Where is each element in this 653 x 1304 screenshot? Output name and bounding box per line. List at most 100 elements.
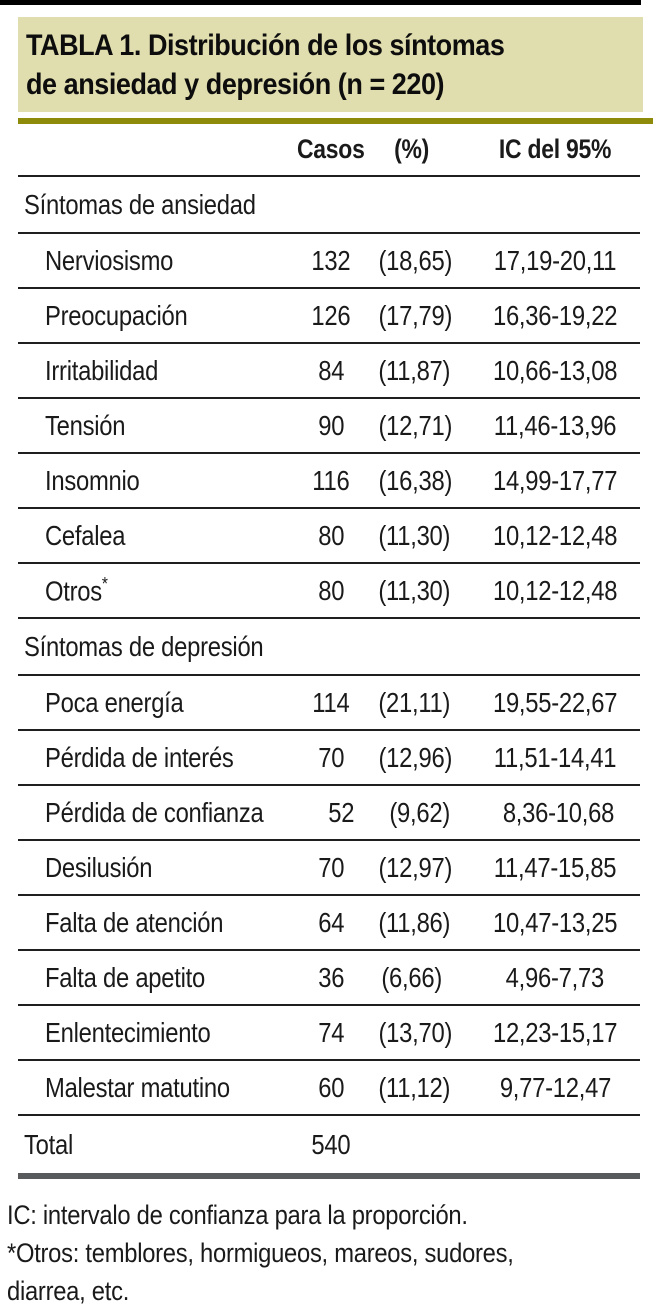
casos-value: 84	[318, 354, 344, 386]
ci-value: 10,12-12,48	[492, 574, 618, 606]
column-header-pct: (%)	[394, 134, 430, 164]
casos-value: 70	[318, 741, 344, 773]
footnote-line: diarrea, etc.	[7, 1276, 130, 1304]
casos-value: 52	[328, 796, 355, 828]
accent-rule	[18, 118, 653, 124]
footnote-line: *Otros: temblores, hormigueos, mareos, s…	[7, 1238, 514, 1268]
casos-value: 116	[312, 464, 350, 496]
data-table: Casos (%) IC del 95% Síntomas de ansieda…	[18, 124, 640, 1179]
table-row: Pérdida de interés 70 (12,96) 11,51-14,41	[18, 731, 640, 786]
percent-value: (12,96)	[378, 741, 453, 773]
percent-value: (11,86)	[378, 906, 451, 938]
percent-value: (11,12)	[378, 1071, 451, 1103]
casos-value: 60	[318, 1071, 344, 1103]
table-row: Irritabilidad 84 (11,87) 10,66-13,08	[18, 344, 640, 399]
casos-value: 36	[318, 961, 344, 993]
percent-value: (18,65)	[378, 244, 453, 276]
symptom-label: Preocupación	[45, 299, 188, 331]
ci-value: 10,12-12,48	[492, 519, 618, 551]
ci-value: 11,46-13,96	[493, 409, 617, 441]
table-total-row: Total 540	[18, 1116, 640, 1173]
table-row: Otros* 80 (11,30) 10,12-12,48	[18, 564, 640, 619]
symptom-label: Cefalea	[45, 519, 126, 551]
section-header-row: Síntomas de depresión	[18, 619, 640, 676]
top-rule	[0, 0, 641, 5]
ci-value: 8,36-10,68	[502, 796, 614, 828]
ci-value: 17,19-20,11	[493, 244, 617, 276]
section-title: Síntomas de ansiedad	[24, 188, 256, 220]
percent-value: (11,30)	[378, 519, 451, 551]
table-row: Enlentecimiento 74 (13,70) 12,23-15,17	[18, 1006, 640, 1061]
table-title-box: TABLA 1. Distribución de los síntomas de…	[18, 17, 643, 112]
total-casos: 540	[311, 1128, 351, 1160]
table-header-row: Casos (%) IC del 95%	[18, 124, 640, 177]
symptom-label: Tensión	[45, 409, 126, 441]
symptom-label: Malestar matutino	[45, 1071, 230, 1103]
casos-value: 80	[318, 519, 344, 551]
table-row: Pérdida de confianza 52 (9,62) 8,36-10,68	[18, 786, 640, 841]
footnote-line: IC: intervalo de confianza para la propo…	[7, 1200, 468, 1230]
percent-value: (16,38)	[378, 464, 453, 496]
symptom-label: Otros*	[45, 573, 108, 607]
table-row: Tensión 90 (12,71) 11,46-13,96	[18, 399, 640, 454]
column-header-ic: IC del 95%	[498, 134, 612, 164]
percent-value: (12,97)	[378, 851, 453, 883]
percent-value: (21,11)	[378, 686, 451, 718]
casos-value: 80	[318, 574, 344, 606]
percent-value: (17,79)	[378, 299, 453, 331]
table-row: Desilusión 70 (12,97) 11,47-15,85	[18, 841, 640, 896]
percent-value: (6,66)	[381, 961, 443, 993]
table-row: Poca energía 114 (21,11) 19,55-22,67	[18, 676, 640, 731]
percent-value: (11,87)	[378, 354, 451, 386]
table-body: Síntomas de ansiedad Nerviosismo 132 (18,65…	[18, 177, 640, 1116]
percent-value: (13,70)	[378, 1016, 453, 1048]
column-header-casos: Casos	[297, 134, 365, 164]
ci-value: 11,47-15,85	[493, 851, 617, 883]
footnotes: IC: intervalo de confianza para la propo…	[7, 1196, 647, 1304]
table-row: Nerviosismo 132 (18,65) 17,19-20,11	[18, 234, 640, 289]
table-row: Cefalea 80 (11,30) 10,12-12,48	[18, 509, 640, 564]
casos-value: 70	[318, 851, 344, 883]
ci-value: 16,36-19,22	[492, 299, 618, 331]
percent-value: (9,62)	[389, 796, 450, 828]
casos-value: 64	[318, 906, 344, 938]
table-row: Falta de atención 64 (11,86) 10,47-13,25	[18, 896, 640, 951]
casos-value: 126	[311, 299, 351, 331]
ci-value: 12,23-15,17	[492, 1016, 618, 1048]
ci-value: 9,77-12,47	[499, 1071, 611, 1103]
symptom-label: Irritabilidad	[45, 354, 159, 386]
percent-value: (12,71)	[378, 409, 453, 441]
ci-value: 14,99-17,77	[492, 464, 618, 496]
symptom-label: Falta de apetito	[45, 961, 205, 993]
symptom-label: Pérdida de confianza	[45, 796, 264, 828]
table-row: Malestar matutino 60 (11,12) 9,77-12,47	[18, 1061, 640, 1116]
percent-value: (11,30)	[378, 574, 451, 606]
table-row: Insomnio 116 (16,38) 14,99-17,77	[18, 454, 640, 509]
ci-value: 4,96-7,73	[505, 961, 605, 993]
bottom-rule	[18, 1173, 640, 1179]
table-row: Falta de apetito 36 (6,66) 4,96-7,73	[18, 951, 640, 1006]
casos-value: 74	[318, 1016, 344, 1048]
symptom-label: Insomnio	[45, 464, 140, 496]
symptom-label: Falta de atención	[45, 906, 224, 938]
symptom-label: Pérdida de interés	[45, 741, 234, 773]
symptom-label: Nerviosismo	[45, 244, 174, 276]
ci-value: 19,55-22,67	[492, 686, 618, 718]
symptom-label: Enlentecimiento	[45, 1016, 211, 1048]
table-row: Preocupación 126 (17,79) 16,36-19,22	[18, 289, 640, 344]
total-label: Total	[24, 1128, 74, 1160]
ci-value: 10,47-13,25	[492, 906, 618, 938]
table-title-line1: TABLA 1. Distribución de los síntomas	[26, 29, 505, 62]
casos-value: 114	[312, 686, 350, 718]
casos-value: 132	[311, 244, 351, 276]
section-title: Síntomas de depresión	[24, 630, 264, 662]
table-title-line2: de ansiedad y depresión (n = 220)	[26, 68, 445, 101]
ci-value: 11,51-14,41	[493, 741, 617, 773]
section-header-row: Síntomas de ansiedad	[18, 177, 640, 234]
ci-value: 10,66-13,08	[492, 354, 618, 386]
casos-value: 90	[318, 409, 344, 441]
symptom-label: Poca energía	[45, 686, 184, 718]
symptom-label: Desilusión	[45, 851, 153, 883]
asterisk-marker: *	[101, 573, 108, 594]
